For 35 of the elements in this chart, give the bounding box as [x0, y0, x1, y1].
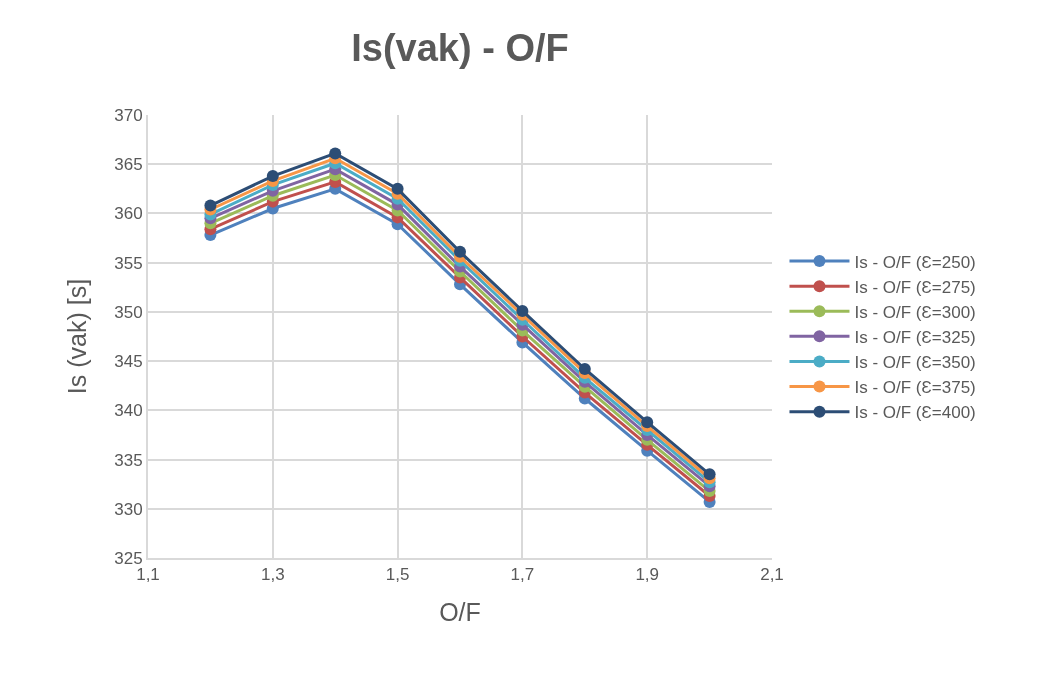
point	[266, 170, 279, 183]
point	[641, 416, 654, 429]
y-tick-label: 365	[114, 155, 143, 175]
y-tick-label: 335	[114, 450, 143, 470]
point	[204, 199, 217, 212]
legend-label: Is - O/F (Ɛ=300)	[854, 302, 976, 322]
legend-label: Is - O/F (Ɛ=400)	[854, 403, 976, 423]
x-tick-label: 1,7	[510, 565, 535, 585]
chart-title: Is(vak) - O/F	[351, 26, 569, 69]
x-axis-title: O/F	[439, 597, 481, 626]
point	[703, 468, 716, 481]
legend-label: Is - O/F (Ɛ=250)	[854, 252, 976, 272]
point	[329, 147, 342, 160]
point	[391, 182, 404, 195]
legend-label: Is - O/F (Ɛ=325)	[854, 327, 976, 347]
x-tick-label: 1,9	[635, 565, 660, 585]
legend-label: Is - O/F (Ɛ=350)	[854, 353, 976, 373]
y-tick-label: 330	[114, 499, 143, 519]
y-tick-label: 325	[114, 548, 143, 568]
x-tick-label: 1,3	[260, 565, 285, 585]
y-tick-label: 350	[114, 302, 143, 322]
x-tick-label: 1,1	[136, 565, 160, 585]
point	[454, 245, 466, 258]
y-tick-label: 340	[114, 401, 143, 421]
legend-label: Is - O/F (Ɛ=275)	[854, 277, 976, 297]
y-tick-label: 355	[114, 253, 143, 273]
point	[516, 304, 529, 317]
y-tick-label: 345	[114, 352, 143, 372]
y-tick-label: 360	[114, 204, 143, 224]
x-tick-label: 2,1	[760, 565, 784, 585]
point	[578, 362, 591, 375]
y-tick-label: 370	[114, 105, 143, 125]
y-axis-title: Is (vak) [s]	[63, 278, 92, 395]
x-tick-label: 1,5	[385, 565, 410, 585]
legend-label: Is - O/F (Ɛ=375)	[854, 378, 976, 398]
